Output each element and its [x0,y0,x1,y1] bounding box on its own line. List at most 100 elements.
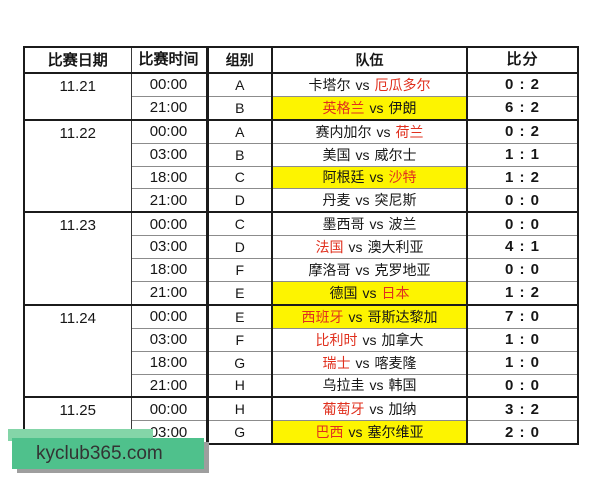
time-cell: 00:00 [130,303,208,329]
group-cell: C [205,165,273,190]
group-cell: H [205,373,273,398]
match-row: 11.23 00:00 C 墨西哥 vs 波兰 0 : 0 [23,211,579,306]
score-cell: 0 : 2 [466,118,579,144]
vs-separator: vs [369,377,384,394]
teams-cell: 摩洛哥 vs 克罗地亚 [271,258,468,283]
header-teams: 队伍 [271,46,468,74]
date-cell: 11.21 [23,72,132,121]
score-cell: 1 : 1 [466,142,579,167]
teams-cell: 葡萄牙 vs 加纳 [271,396,468,422]
vs-separator: vs [376,123,391,140]
home-team: 赛内加尔 [315,123,372,140]
time-cell: 18:00 [130,350,208,375]
score-cell: 2 : 0 [466,420,579,445]
group-cell: C [205,211,273,237]
group-cell: E [205,303,273,329]
header-time: 比赛时间 [130,46,208,74]
time-cell: 00:00 [130,396,208,422]
home-team: 西班牙 [301,308,344,325]
home-team: 巴西 [315,424,344,441]
header-score: 比分 [466,46,579,74]
vs-separator: vs [362,284,377,301]
vs-separator: vs [348,239,363,256]
home-team: 墨西哥 [322,216,365,233]
date-cell: 11.24 [23,303,132,398]
teams-cell: 比利时 vs 加拿大 [271,327,468,352]
table-header: 比赛日期 比赛时间 组别 队伍 比分 [23,46,579,74]
away-team: 日本 [381,284,410,301]
score-cell: 0 : 0 [466,373,579,398]
time-cell: 00:00 [130,118,208,144]
score-cell: 6 : 2 [466,95,579,121]
date-cell: 11.22 [23,118,132,213]
home-team: 英格兰 [322,99,365,116]
time-cell: 03:00 [130,235,208,260]
group-cell: B [205,142,273,167]
vs-separator: vs [355,261,370,278]
header-row: 比赛日期 比赛时间 组别 队伍 比分 [23,46,579,74]
vs-separator: vs [355,192,370,209]
home-team: 美国 [322,146,351,163]
teams-cell: 西班牙 vs 哥斯达黎加 [271,303,468,329]
group-cell: G [205,350,273,375]
header-date: 比赛日期 [23,46,132,74]
vs-separator: vs [369,99,384,116]
away-team: 喀麦隆 [374,354,417,371]
vs-separator: vs [348,308,363,325]
group-cell: F [205,327,273,352]
match-row: 11.22 00:00 A 赛内加尔 vs 荷兰 0 : 2 [23,118,579,213]
home-team: 葡萄牙 [322,401,365,418]
match-row: 18:00 C 阿根廷 vs 沙特 1 : 2 [24,165,579,190]
away-team: 澳大利亚 [367,239,424,256]
away-team: 加拿大 [381,331,424,348]
teams-cell: 巴西 vs 塞尔维亚 [271,420,468,445]
home-team: 瑞士 [322,354,351,371]
group-cell: F [205,258,273,283]
group-cell: G [205,420,273,445]
score-cell: 1 : 0 [466,350,579,375]
vs-separator: vs [369,401,384,418]
match-row: 18:00 G 瑞士 vs 喀麦隆 1 : 0 [24,350,579,375]
score-cell: 4 : 1 [466,235,579,260]
vs-separator: vs [369,169,384,186]
match-results-table: 比赛日期 比赛时间 组别 队伍 比分 11.21 00:00 A 卡塔尔 vs 厄瓜多尔 0… [23,46,579,446]
away-team: 塞尔维亚 [367,424,424,441]
time-cell: 21:00 [130,281,208,306]
time-cell: 18:00 [130,165,208,190]
header-group: 组别 [205,46,273,74]
away-team: 加纳 [388,401,417,418]
match-row: 11.21 00:00 A 卡塔尔 vs 厄瓜多尔 0 : 2 [23,71,579,121]
time-cell: 03:00 [130,327,208,352]
teams-cell: 英格兰 vs 伊朗 [271,95,468,121]
vs-separator: vs [362,331,377,348]
match-row: 21:00 H 乌拉圭 vs 韩国 0 : 0 [24,373,579,398]
match-row: 03:00 D 法国 vs 澳大利亚 4 : 1 [24,235,579,260]
score-cell: 0 : 0 [466,188,579,213]
away-team: 哥斯达黎加 [367,308,438,325]
home-team: 卡塔尔 [308,76,351,93]
match-row: 18:00 F 摩洛哥 vs 克罗地亚 0 : 0 [24,258,579,283]
home-team: 法国 [315,239,344,256]
group-cell: B [205,95,273,121]
away-team: 厄瓜多尔 [374,76,431,93]
match-row: 21:00 E 德国 vs 日本 1 : 2 [24,281,579,306]
away-team: 波兰 [388,216,417,233]
group-cell: E [205,281,273,306]
teams-cell: 丹麦 vs 突尼斯 [271,188,468,213]
teams-cell: 瑞士 vs 喀麦隆 [271,350,468,375]
watermark-banner: kyclub365.com [8,429,204,477]
match-row: 03:00 B 美国 vs 威尔士 1 : 1 [24,142,579,167]
watermark-text: kyclub365.com [12,438,204,469]
match-row: 11.24 00:00 E 西班牙 vs 哥斯达黎加 7 : 0 [23,303,579,398]
time-cell: 21:00 [130,95,208,121]
away-team: 伊朗 [388,99,417,116]
away-team: 荷兰 [395,123,424,140]
score-cell: 0 : 0 [466,211,579,237]
teams-cell: 卡塔尔 vs 厄瓜多尔 [271,71,468,97]
time-cell: 21:00 [130,373,208,398]
time-cell: 21:00 [130,188,208,213]
table-body: 11.21 00:00 A 卡塔尔 vs 厄瓜多尔 0 : 2 21:00 B 英格兰 vs 伊朗 6 … [23,71,579,445]
score-cell: 0 : 0 [466,258,579,283]
score-cell: 0 : 2 [466,71,579,97]
